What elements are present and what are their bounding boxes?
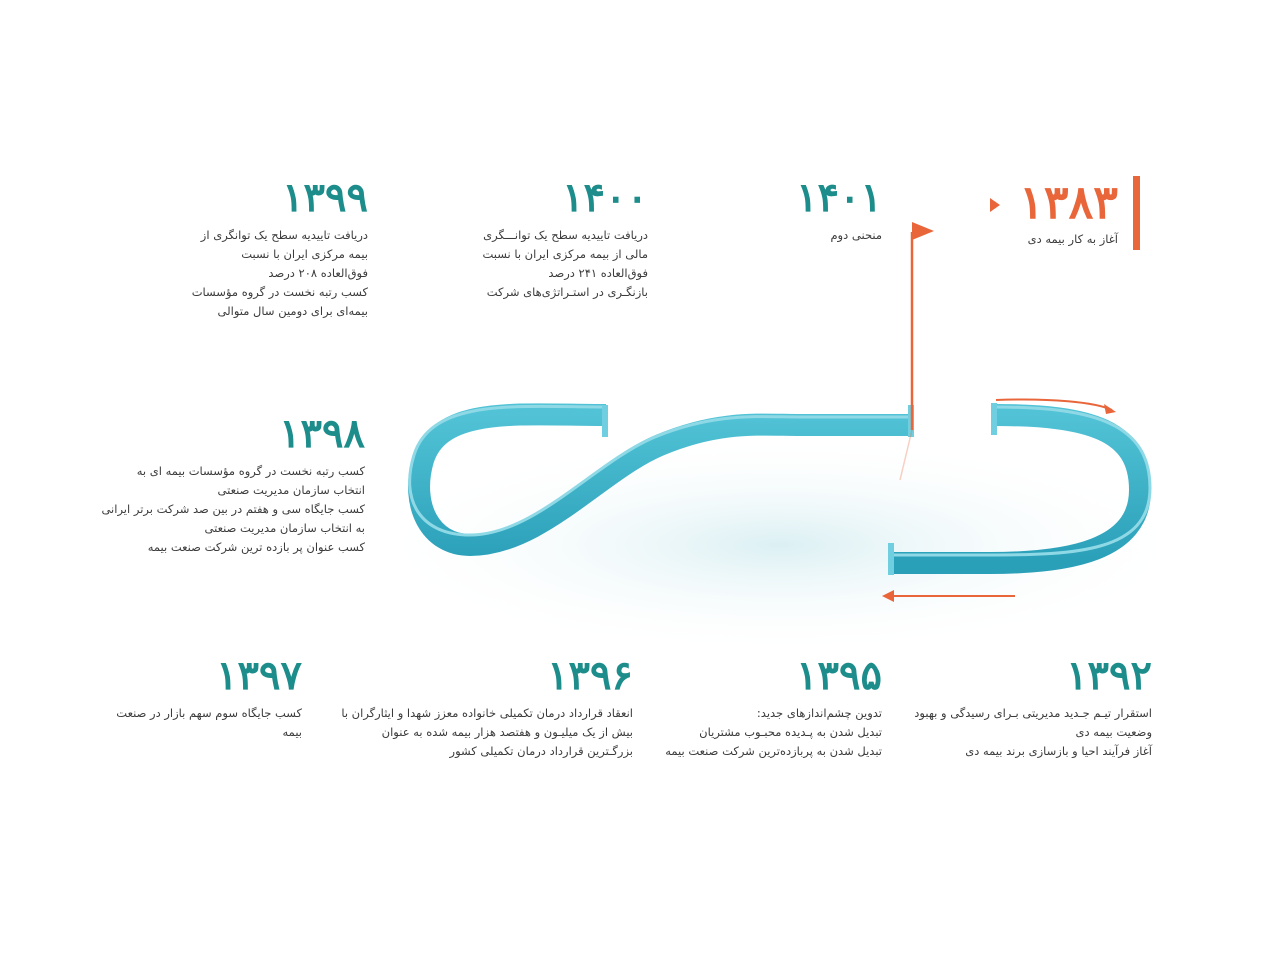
- direction-arrow-top: [995, 398, 1116, 414]
- milestone-line: فوق‌العاده ۲۴۱ درصد: [548, 266, 648, 280]
- s-ribbon: [408, 403, 1152, 575]
- milestone-line: بیمه‌ای برای دومین سال متوالی: [217, 304, 368, 318]
- milestone-1383: ۱۳۸۳ آغاز به کار بیمه دی: [918, 178, 1118, 249]
- ribbon-end-cap-right: [991, 403, 997, 435]
- milestone-year: ۱۳۸۳: [1019, 175, 1118, 229]
- milestone-line: دریافت تاییدیه سطح یک توانگری از: [200, 228, 368, 242]
- milestone-line: بزرگـترین قرارداد درمان تکمیلی کشور: [449, 744, 633, 758]
- milestone-line: کسب رتبه نخست در گروه مؤسسات: [191, 285, 368, 299]
- milestone-year: ۱۳۹۹: [282, 174, 368, 221]
- milestone-1398: ۱۳۹۸ کسب رتبه نخست در گروه مؤسسات بیمه ا…: [85, 412, 365, 557]
- milestone-line: کسب عنوان پر بازده ترین شرکت صنعت بیمه: [147, 540, 365, 554]
- milestone-year: ۱۳۹۸: [279, 410, 365, 457]
- milestone-line: کسب جایگاه سوم سهم بازار در صنعت: [116, 706, 302, 720]
- flag-pennant: [912, 222, 934, 240]
- milestone-year: ۱۳۹۷: [216, 652, 302, 699]
- ribbon-top-edge: [408, 404, 1152, 557]
- milestone-1400: ۱۴۰۰ دریافت تاییدیه سطح یک توانـــگری ما…: [428, 176, 648, 302]
- milestone-year: ۱۳۹۲: [1066, 652, 1152, 699]
- milestone-line: کسب رتبه نخست در گروه مؤسسات بیمه ای به: [136, 464, 365, 478]
- milestone-line: بیمه مرکزی ایران با نسبت: [241, 247, 368, 261]
- milestone-line: تدوین چشم‌اندازهای جدید:: [756, 706, 882, 720]
- milestone-line: بازنگـری در استـراتژی‌های شرکت: [486, 285, 648, 299]
- milestone-line: انعقاد قرارداد درمان تکمیلی خانواده معزز…: [341, 706, 633, 720]
- start-accent-bar: [1133, 176, 1140, 250]
- milestone-1401: ۱۴۰۱ منحنی دوم: [742, 176, 882, 245]
- flag-shadow: [899, 429, 913, 481]
- milestone-line: آغاز به کار بیمه دی: [1027, 232, 1118, 246]
- milestone-1396: ۱۳۹۶ انعقاد قرارداد درمان تکمیلی خانواده…: [333, 654, 633, 761]
- ribbon-end-cap-bottom: [888, 543, 894, 575]
- milestone-line: بیمه: [282, 725, 303, 739]
- ribbon-end-cap-left: [602, 405, 608, 437]
- direction-arrow-bottom: [882, 590, 1015, 602]
- ribbon-wall: [408, 403, 1151, 574]
- milestone-line: استقرار تیـم جـدید مدیریتی بـرای رسیدگی …: [914, 706, 1152, 720]
- milestone-line: مالی از بیمه مرکزی ایران با نسبت: [482, 247, 648, 261]
- milestone-line: انتخاب سازمان مدیریت صنعتی: [217, 483, 365, 497]
- milestone-1395: ۱۳۹۵ تدوین چشم‌اندازهای جدید: تبدیل شدن …: [652, 654, 882, 761]
- milestone-1399: ۱۳۹۹ دریافت تاییدیه سطح یک توانگری از بی…: [148, 176, 368, 321]
- milestone-year: ۱۴۰۱: [796, 174, 882, 221]
- milestone-line: دریافت تاییدیه سطح یک توانـــگری: [483, 228, 648, 242]
- milestone-line: آغاز فرآیند احیا و بازسازی برند بیمه دی: [965, 744, 1152, 758]
- milestone-line: تبدیل شدن به پربازده‌ترین شرکت صنعت بیمه: [665, 744, 882, 758]
- start-arrow-icon: [990, 198, 1000, 212]
- milestone-line: وضعیت بیمه دی: [1075, 725, 1152, 739]
- milestone-line: فوق‌العاده ۲۰۸ درصد: [268, 266, 368, 280]
- milestone-year: ۱۳۹۶: [547, 652, 633, 699]
- milestone-year: ۱۳۹۵: [796, 652, 882, 699]
- flag-graphic: [899, 222, 934, 481]
- milestone-line: کسب جایگاه سی و هفتم در بین صد شرکت برتر…: [101, 502, 365, 516]
- milestone-line: منحنی دوم: [830, 228, 882, 242]
- milestone-1397: ۱۳۹۷ کسب جایگاه سوم سهم بازار در صنعت بی…: [82, 654, 302, 742]
- milestone-year: ۱۴۰۰: [562, 174, 648, 221]
- milestone-line: به انتخاب سازمان مدیریت صنعتی: [204, 521, 365, 535]
- milestone-line: بیش از یک میلیـون و هفتصد هزار بیمه شده …: [381, 725, 633, 739]
- milestone-1392: ۱۳۹۲ استقرار تیـم جـدید مدیریتی بـرای رس…: [902, 654, 1152, 761]
- milestone-line: تبدیل شدن به پـدیده محبـوب مشتریان: [699, 725, 882, 739]
